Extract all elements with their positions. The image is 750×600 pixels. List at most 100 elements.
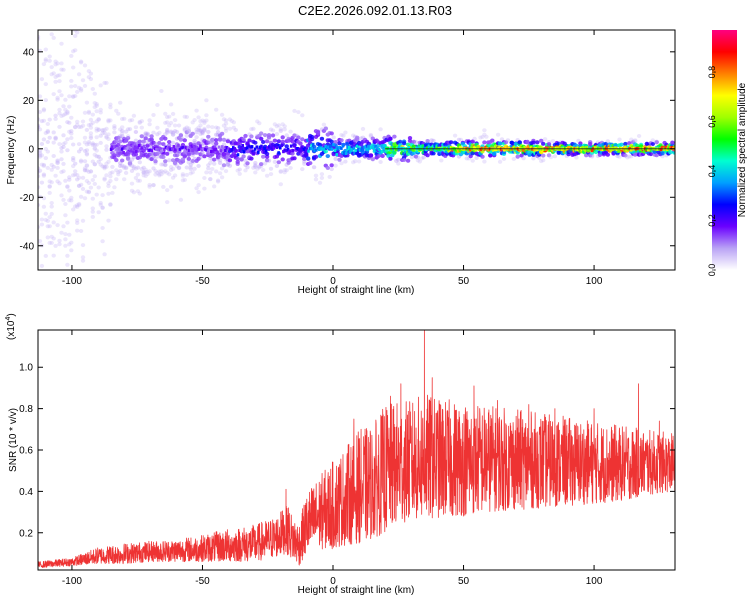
heatmap-cell (421, 144, 425, 148)
heatmap-cell (241, 144, 244, 148)
heatmap-cell (286, 147, 290, 151)
heatmap-cell (88, 185, 94, 190)
heatmap-cell (165, 115, 170, 120)
heatmap-cell (309, 134, 315, 139)
heatmap-cell (285, 148, 288, 153)
heatmap-cell (341, 133, 346, 138)
heatmap-cell (114, 158, 119, 162)
heatmap-cell (507, 146, 511, 150)
heatmap-cell (488, 153, 493, 158)
heatmap-cell (192, 166, 197, 171)
heatmap-cell (110, 164, 115, 169)
heatmap-cell (247, 138, 252, 143)
heatmap-cell (94, 148, 99, 153)
heatmap-cell (47, 179, 52, 184)
heatmap-cell (73, 30, 78, 33)
heatmap-cell (108, 202, 113, 207)
heatmap-cell (322, 147, 326, 151)
heatmap-cell (76, 72, 82, 77)
heatmap-cell (163, 159, 168, 164)
heatmap-cell (165, 130, 170, 135)
heatmap-cell (509, 147, 512, 152)
heatmap-cell (253, 170, 258, 175)
heatmap-cell (264, 139, 270, 144)
heatmap-cell (454, 148, 457, 152)
heatmap-cell (253, 161, 258, 165)
heatmap-cell (161, 148, 165, 152)
heatmap-cell (396, 161, 401, 166)
heatmap-cell (249, 127, 254, 132)
heatmap-cell (244, 147, 248, 151)
heatmap-cell (214, 125, 219, 130)
heatmap-cell (308, 161, 313, 166)
heatmap-cell (200, 129, 205, 134)
heatmap-cell (102, 177, 107, 182)
heatmap-cell (88, 117, 94, 122)
heatmap-cell (155, 151, 160, 156)
heatmap-cell (280, 143, 284, 148)
heatmap-cell (71, 49, 76, 54)
heatmap-cell (71, 156, 76, 160)
heatmap-cell (647, 148, 650, 152)
heatmap-cell (139, 147, 143, 151)
heatmap-xtick-label: 0 (330, 276, 336, 287)
heatmap-cell (57, 73, 62, 78)
heatmap-cell (296, 147, 299, 151)
heatmap-cell (174, 153, 180, 158)
heatmap-cell (144, 147, 147, 151)
heatmap-cell (183, 148, 186, 152)
heatmap-cell (574, 155, 579, 160)
heatmap-cell (38, 153, 43, 158)
heatmap-cell (170, 175, 176, 180)
heatmap-cell (214, 141, 219, 146)
heatmap-cell (174, 129, 180, 134)
heatmap-cell (225, 154, 231, 159)
heatmap-cell (333, 148, 337, 153)
heatmap-cell (49, 65, 54, 70)
heatmap-cell (133, 130, 139, 134)
heatmap-cell (39, 77, 45, 82)
heatmap-cell (129, 188, 135, 193)
heatmap-cell (177, 143, 180, 147)
heatmap-cell (41, 204, 47, 209)
heatmap-cell (114, 108, 119, 113)
heatmap-cell (284, 144, 289, 149)
heatmap-cell (51, 253, 56, 258)
heatmap-cell (197, 147, 201, 151)
heatmap-cell (662, 147, 666, 151)
heatmap-cell (190, 131, 195, 136)
heatmap-cell (629, 148, 633, 152)
heatmap-cell (78, 159, 84, 164)
heatmap-cell (503, 140, 509, 145)
heatmap-cell (161, 142, 166, 147)
heatmap-cell (127, 146, 130, 150)
heatmap-cell (149, 148, 152, 152)
heatmap-cell (47, 184, 52, 189)
heatmap-cell (108, 105, 113, 110)
heatmap-cell (186, 152, 191, 157)
heatmap-cell (49, 72, 54, 77)
heatmap-cell (219, 112, 225, 117)
heatmap-cell (69, 78, 74, 83)
colorbar: 0.00.20.40.60.8 Normalized spectral ampl… (707, 30, 748, 276)
heatmap-cell (163, 163, 168, 168)
heatmap-cell (373, 148, 376, 152)
heatmap-cell (53, 243, 58, 248)
heatmap-cell (659, 148, 663, 152)
heatmap-cell (411, 139, 417, 144)
heatmap-cell (106, 118, 111, 123)
heatmap-cell (617, 154, 622, 159)
heatmap-cell (615, 147, 619, 152)
heatmap-cell (47, 190, 52, 195)
heatmap-cell (542, 147, 545, 151)
heatmap-cell (147, 122, 152, 127)
heatmap-cell (259, 131, 264, 136)
heatmap-cell (49, 234, 54, 239)
heatmap-cell (86, 109, 92, 114)
heatmap-cell (482, 132, 487, 137)
heatmap-cell (38, 185, 41, 190)
heatmap-cell (123, 129, 129, 134)
heatmap-cell (589, 154, 595, 159)
heatmap-cell (178, 137, 184, 142)
